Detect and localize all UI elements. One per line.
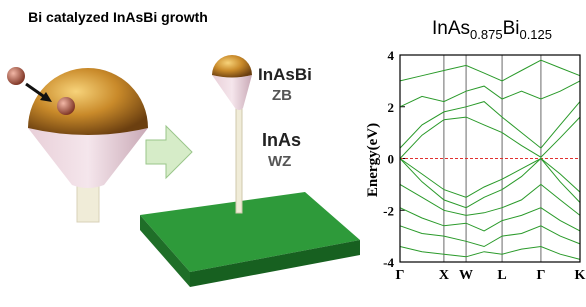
- label: WZ: [268, 153, 291, 170]
- heading: Bi catalyzed InAsBi growth: [28, 9, 208, 25]
- title-sub: 0.125: [519, 27, 552, 42]
- y-tick-label: 4: [388, 48, 395, 63]
- label: ZB: [272, 87, 292, 104]
- y-tick-label: 2: [388, 100, 395, 115]
- y-axis-label: Energy(eV): [365, 123, 381, 197]
- bi-atom: [7, 67, 25, 85]
- x-tick-label: W: [459, 268, 473, 283]
- growth-arrow: [146, 126, 192, 178]
- illustration: Bi catalyzed InAsBi growth InAsBi ZB InA…: [7, 9, 360, 287]
- gold-droplet: [28, 68, 148, 135]
- band-line: [400, 226, 580, 247]
- x-tick-label: K: [575, 268, 586, 283]
- y-tick-label: -2: [383, 203, 394, 218]
- label: InAs: [262, 130, 301, 150]
- zb-segment: [212, 75, 252, 110]
- label: InAsBi: [258, 65, 312, 84]
- x-tick-label: X: [439, 268, 449, 283]
- band-line: [400, 102, 580, 149]
- chart-title: InAs0.875Bi0.125: [432, 18, 552, 42]
- band-line: [400, 117, 580, 158]
- nanowire: [236, 105, 242, 213]
- x-tick-label: Γ: [396, 268, 405, 283]
- band-line: [400, 60, 580, 81]
- bi-atom: [57, 97, 75, 115]
- pink-segment: [28, 128, 148, 188]
- catalyst: [212, 55, 252, 78]
- x-tick-label: L: [497, 268, 506, 283]
- band-line: [400, 184, 580, 215]
- x-tick-label: Γ: [536, 268, 545, 283]
- title-part: InAs: [432, 18, 470, 39]
- band-line: [400, 159, 580, 198]
- figure: Bi catalyzed InAsBi growth InAsBi ZB InA…: [0, 0, 586, 307]
- band-line: [400, 247, 580, 260]
- y-tick-label: 0: [388, 152, 395, 167]
- band-line: [400, 81, 580, 107]
- title-sub: 0.875: [470, 27, 503, 42]
- y-tick-label: -4: [383, 255, 394, 270]
- title-part: Bi: [503, 18, 520, 39]
